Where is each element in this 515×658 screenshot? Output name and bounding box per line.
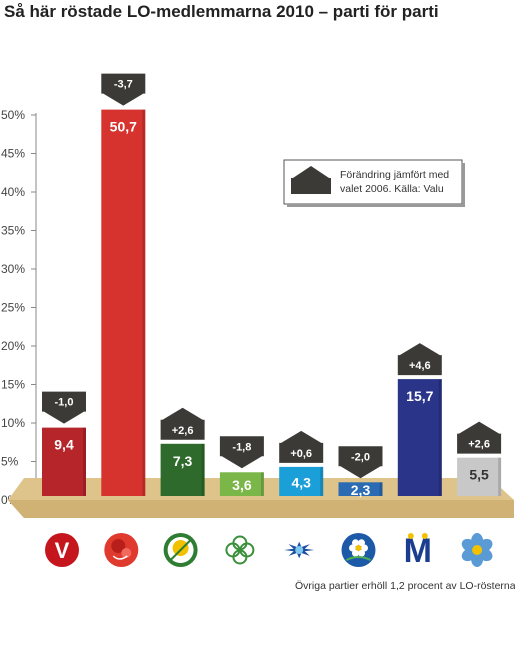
- bar-shade: [320, 466, 324, 496]
- arrow-shape: [101, 73, 146, 106]
- bar: [219, 472, 264, 496]
- bar-value-label: 4,3: [291, 474, 311, 490]
- arrow-shape: [457, 421, 502, 454]
- bar: [42, 427, 86, 496]
- svg-text:M: M: [404, 532, 432, 570]
- centerpartiet-clover-icon: [225, 535, 255, 565]
- legend-text: Förändring jämfört med: [340, 169, 449, 181]
- bar-shade: [379, 482, 383, 496]
- arrow-shape: [279, 430, 324, 463]
- socialdemokraterna-rose-icon: [104, 533, 139, 567]
- up-arrow-icon: +4,6: [397, 343, 442, 376]
- y-tick-label: 35%: [1, 224, 25, 238]
- bar-value-label: 3,6: [232, 477, 252, 493]
- kristdemokraterna-anemone-icon: [341, 533, 376, 567]
- bars: 9,4 50,7 7,3 3,6 4,3 2,3 15,7 5,5: [42, 109, 502, 498]
- legend-shadow: [462, 163, 465, 207]
- legend-up-arrow-icon: [291, 166, 331, 194]
- change-label: -1,0: [55, 397, 74, 409]
- moderaterna-m-icon: M: [404, 532, 432, 570]
- arrow-shape: [397, 343, 442, 376]
- bar-shade: [83, 427, 86, 496]
- change-label: -1,8: [232, 441, 251, 453]
- down-arrow-icon: -1,0: [42, 391, 86, 424]
- y-tick-label: 40%: [1, 185, 25, 199]
- change-label: -2,0: [351, 451, 370, 463]
- change-arrows: -1,0 -3,7 +2,6 -1,8 +0,6 -2,0 +4,6 +2,6: [42, 73, 502, 479]
- legend-shadow: [287, 204, 465, 207]
- y-tick-label: 45%: [1, 147, 25, 161]
- bar-shade: [142, 109, 146, 497]
- vansterpartiet-logo-icon: V: [45, 533, 79, 567]
- down-arrow-icon: -2,0: [338, 446, 383, 479]
- bar-shade: [498, 457, 502, 496]
- change-label: +0,6: [290, 448, 312, 460]
- bar: [160, 443, 205, 496]
- svg-text:V: V: [55, 538, 70, 563]
- bar: [397, 379, 442, 496]
- y-tick-label: 15%: [1, 378, 25, 392]
- bar-shade: [438, 379, 442, 496]
- bar: [279, 466, 324, 496]
- bar-value-label: 5,5: [469, 467, 489, 483]
- bar-value-label: 9,4: [54, 437, 74, 453]
- bar: [457, 457, 502, 496]
- legend: Förändring jämfört med valet 2006. Källa:…: [283, 159, 465, 207]
- down-arrow-icon: -1,8: [219, 436, 264, 469]
- y-tick-label: 50%: [1, 108, 25, 122]
- arrow-shape: [338, 446, 383, 479]
- bar-value-label: 7,3: [173, 453, 193, 469]
- change-label: +2,6: [468, 439, 490, 451]
- sverigedemokraterna-hepatica-icon: [461, 533, 493, 567]
- up-arrow-icon: +0,6: [279, 430, 324, 463]
- y-axis: 0%5%10%15%20%25%30%35%40%45%50%: [1, 108, 37, 507]
- footnote: Övriga partier erhöll 1,2 procent av LO-…: [295, 580, 515, 592]
- change-label: +2,6: [172, 425, 194, 437]
- bar-shade: [201, 443, 205, 496]
- bar-shade: [260, 472, 264, 496]
- down-arrow-icon: -3,7: [101, 73, 146, 106]
- floor-front: [8, 500, 514, 518]
- y-tick-label: 10%: [1, 416, 25, 430]
- up-arrow-icon: +2,6: [160, 407, 205, 440]
- up-arrow-icon: +2,6: [457, 421, 502, 454]
- arrow-shape: [42, 391, 86, 424]
- bar-value-label: 15,7: [406, 388, 433, 404]
- y-tick-label: 5%: [1, 455, 19, 469]
- change-label: -3,7: [114, 79, 133, 91]
- bar: [101, 109, 146, 497]
- folkpartiet-cornflower-icon: [284, 541, 315, 559]
- y-tick-label: 20%: [1, 339, 25, 353]
- change-label: +4,6: [409, 360, 431, 372]
- bar-value-label: 2,3: [351, 482, 371, 498]
- legend-text: valet 2006. Källa: Valu: [340, 183, 444, 195]
- chart-title: Så här röstade LO-medlemmarna 2010 – par…: [4, 2, 439, 21]
- bar: [338, 482, 383, 496]
- miljopartiet-sunflower-icon: [163, 533, 198, 567]
- arrow-shape: [160, 407, 205, 440]
- arrow-shape: [219, 436, 264, 469]
- bar-value-label: 50,7: [110, 119, 137, 135]
- y-tick-label: 25%: [1, 301, 25, 315]
- y-tick-label: 30%: [1, 262, 25, 276]
